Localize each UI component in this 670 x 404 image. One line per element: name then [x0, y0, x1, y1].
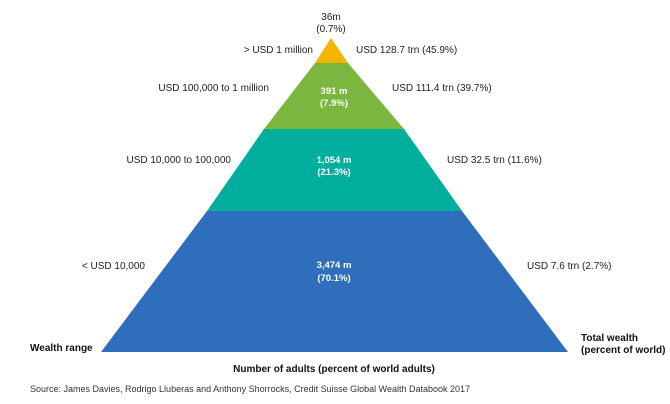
wealth-range-under-10k: < USD 10,000 — [82, 261, 146, 272]
tier-100k-to-1m — [264, 63, 404, 129]
total-wealth-under-10k: USD 7.6 trn (2.7%) — [527, 261, 611, 272]
tier-10k-to-100k-adults: 1,054 m — [317, 155, 352, 166]
tier-100k-to-1m-adults: 391 m — [321, 86, 348, 97]
tier-under-10k-adults: 3,474 m — [317, 260, 352, 271]
wealth-range-label: Wealth range — [30, 343, 93, 354]
total-wealth-label: Total wealth — [581, 333, 638, 344]
wealth-range-top: > USD 1 million — [244, 45, 313, 56]
tier-top-millionaires — [315, 38, 348, 63]
tier-under-10k-adults-pct: (70.1%) — [317, 273, 350, 284]
adults-axis-label: Number of adults (percent of world adult… — [233, 364, 435, 375]
tier-top-adults: 36m — [321, 12, 340, 23]
wealth-range-10k-100k: USD 10,000 to 100,000 — [126, 155, 231, 166]
total-wealth-100k-1m: USD 111.4 trn (39.7%) — [392, 83, 492, 94]
wealth-range-100k-1m: USD 100,000 to 1 million — [158, 83, 269, 94]
total-wealth-top: USD 128.7 trn (45.9%) — [356, 45, 457, 56]
tier-10k-to-100k-adults-pct: (21.3%) — [317, 167, 350, 178]
tier-top-adults-pct: (0.7%) — [316, 24, 345, 35]
source-note: Source: James Davies, Rodrigo Lluberas a… — [30, 384, 470, 394]
total-wealth-label-sub: (percent of world) — [581, 345, 665, 356]
total-wealth-10k-100k: USD 32.5 trn (11.6%) — [447, 155, 542, 166]
tier-10k-to-100k — [207, 129, 462, 211]
tier-100k-to-1m-adults-pct: (7.9%) — [320, 98, 348, 109]
tier-under-10k — [101, 211, 568, 352]
